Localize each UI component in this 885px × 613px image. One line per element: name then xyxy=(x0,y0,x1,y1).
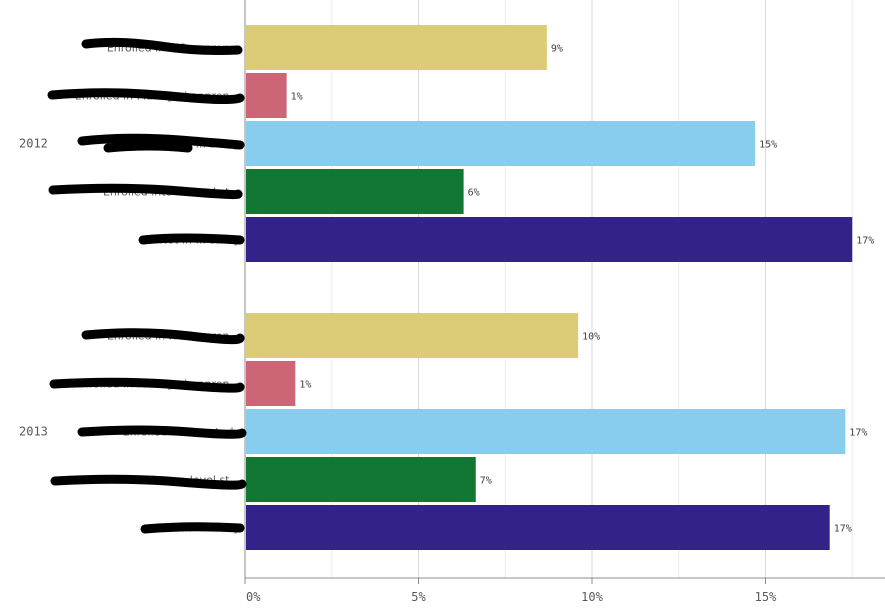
group-label-2012: 2012 xyxy=(19,137,48,151)
redaction-scribble xyxy=(81,328,245,345)
redaction-scribble xyxy=(138,233,245,245)
redaction-scribble xyxy=(49,377,245,393)
data-label: 9% xyxy=(551,44,563,55)
x-tick-label: 10% xyxy=(581,590,603,604)
bar[interactable] xyxy=(246,313,579,358)
bar[interactable] xyxy=(246,457,476,502)
redaction-scribble xyxy=(140,522,245,534)
x-tick-label: 5% xyxy=(411,590,426,604)
x-tick-label: 15% xyxy=(755,590,777,604)
group-label-2013: 2013 xyxy=(19,425,48,439)
data-label: 6% xyxy=(468,188,480,199)
bar[interactable] xyxy=(246,121,756,166)
bar[interactable] xyxy=(246,25,547,70)
bar[interactable] xyxy=(246,73,287,118)
x-tick-label: 0% xyxy=(246,590,261,604)
bar[interactable] xyxy=(246,409,846,454)
redaction-scribble xyxy=(103,141,193,153)
redaction-scribble xyxy=(77,425,247,439)
data-label: 1% xyxy=(299,380,311,391)
data-label: 10% xyxy=(582,332,600,343)
redaction-scribble xyxy=(77,133,245,150)
bar[interactable] xyxy=(246,169,464,214)
data-label: 1% xyxy=(291,92,303,103)
bar[interactable] xyxy=(246,505,830,550)
bar[interactable] xyxy=(246,361,296,406)
redaction-scribble xyxy=(47,88,245,105)
redaction-scribble xyxy=(48,183,243,200)
data-label: 15% xyxy=(759,140,777,151)
data-label: 17% xyxy=(856,236,874,247)
bar[interactable] xyxy=(246,217,853,262)
data-label: 17% xyxy=(849,428,867,439)
redaction-scribble xyxy=(50,474,247,490)
data-label: 7% xyxy=(480,476,492,487)
redaction-scribble xyxy=(81,37,243,55)
data-label: 17% xyxy=(834,524,852,535)
